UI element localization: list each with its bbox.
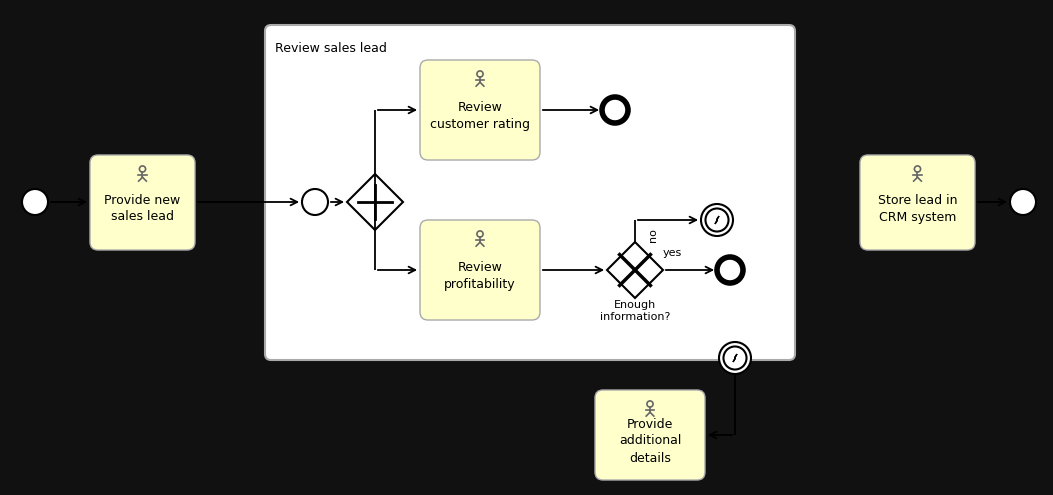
Circle shape bbox=[706, 208, 729, 232]
Text: Review
customer rating: Review customer rating bbox=[430, 101, 530, 131]
Polygon shape bbox=[715, 216, 719, 224]
FancyBboxPatch shape bbox=[420, 220, 540, 320]
FancyBboxPatch shape bbox=[265, 25, 795, 360]
FancyBboxPatch shape bbox=[420, 60, 540, 160]
Polygon shape bbox=[347, 174, 403, 230]
Text: Enough
information?: Enough information? bbox=[600, 300, 670, 322]
Text: Provide
additional
details: Provide additional details bbox=[619, 417, 681, 464]
Text: yes: yes bbox=[662, 248, 681, 258]
Circle shape bbox=[717, 257, 743, 283]
Circle shape bbox=[701, 204, 733, 236]
Polygon shape bbox=[733, 354, 737, 362]
Circle shape bbox=[719, 342, 751, 374]
Polygon shape bbox=[607, 242, 663, 298]
Circle shape bbox=[1010, 189, 1036, 215]
Text: Review sales lead: Review sales lead bbox=[275, 42, 386, 55]
Circle shape bbox=[723, 346, 747, 370]
FancyBboxPatch shape bbox=[860, 155, 975, 250]
Circle shape bbox=[602, 97, 628, 123]
Circle shape bbox=[302, 189, 327, 215]
FancyBboxPatch shape bbox=[595, 390, 706, 480]
Text: Review
profitability: Review profitability bbox=[444, 261, 516, 291]
Circle shape bbox=[22, 189, 48, 215]
FancyBboxPatch shape bbox=[90, 155, 195, 250]
Text: Provide new
sales lead: Provide new sales lead bbox=[104, 194, 181, 224]
Text: no: no bbox=[648, 228, 658, 242]
Text: Store lead in
CRM system: Store lead in CRM system bbox=[878, 194, 957, 224]
